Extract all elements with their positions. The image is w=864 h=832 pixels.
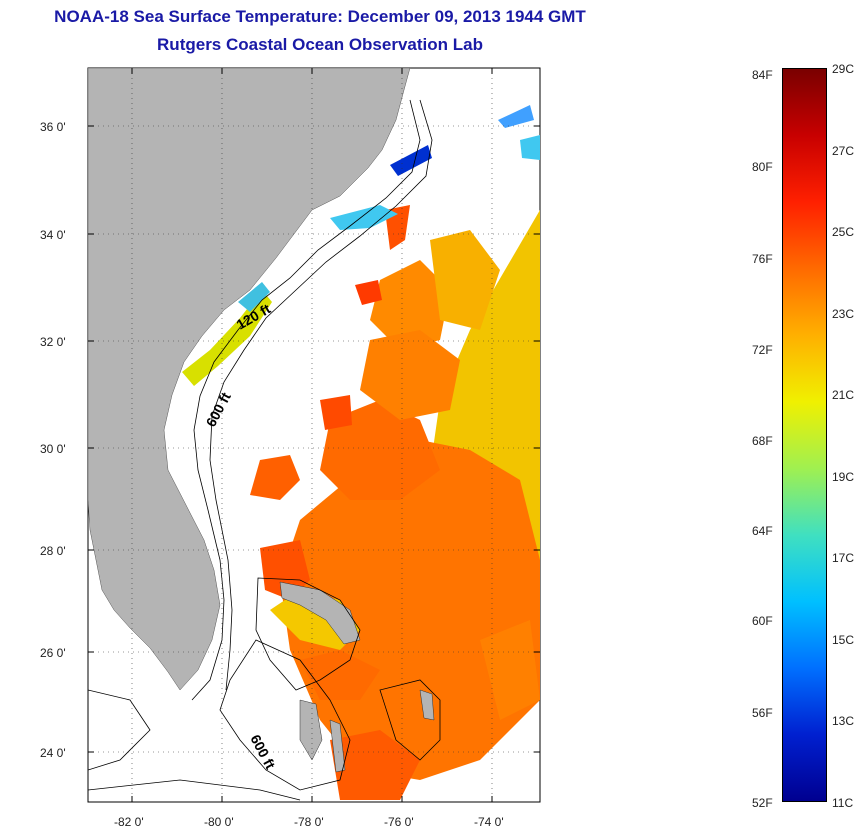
colorbar-f-label: 56F <box>752 706 773 720</box>
lon-label: -76 0' <box>384 815 414 829</box>
map-title: NOAA-18 Sea Surface Temperature: Decembe… <box>54 7 586 26</box>
lon-label: -78 0' <box>294 815 324 829</box>
lat-label: 32 0' <box>40 335 66 349</box>
colorbar-f-label: 64F <box>752 524 773 538</box>
bahamas-islands <box>279 581 435 773</box>
isobaths <box>88 99 441 801</box>
colorbar-c-label: 17C <box>832 551 855 565</box>
lat-label: 36 0' <box>40 120 66 134</box>
colorbar-f-label: 76F <box>752 252 773 266</box>
sst-field <box>250 205 540 800</box>
colorbar-f-label: 68F <box>752 434 773 448</box>
colorbar-f-label: 80F <box>752 160 773 174</box>
graticule <box>88 68 540 802</box>
colorbar-c-label: 21C <box>832 388 855 402</box>
lon-label: -82 0' <box>114 815 144 829</box>
map-subtitle: Rutgers Coastal Ocean Observation Lab <box>157 35 483 54</box>
colorbar-c-label: 15C <box>832 633 855 647</box>
lat-label: 26 0' <box>40 646 66 660</box>
colorbar-f-label: 84F <box>752 68 773 82</box>
axis-ticks <box>88 68 540 802</box>
colorbar <box>782 68 827 802</box>
colorbar-c-label: 25C <box>832 225 855 239</box>
colorbar-f-label: 52F <box>752 796 773 810</box>
colorbar-c-label: 11C <box>832 796 854 810</box>
lon-label: -74 0' <box>474 815 504 829</box>
colorbar-f-label: 72F <box>752 343 773 357</box>
colorbar-c-label: 29C <box>832 62 855 76</box>
colorbar-c-label: 19C <box>832 470 855 484</box>
colorbar-f-label: 60F <box>752 614 773 628</box>
lon-label: -80 0' <box>204 815 234 829</box>
cool-nearshore-band <box>182 105 540 386</box>
colorbar-c-label: 13C <box>832 714 855 728</box>
colorbar-c-label: 27C <box>832 144 855 158</box>
colorbar-c-label: 23C <box>832 307 855 321</box>
lat-label: 34 0' <box>40 228 66 242</box>
lat-label: 28 0' <box>40 544 66 558</box>
lat-label: 24 0' <box>40 746 66 760</box>
lat-label: 30 0' <box>40 442 66 456</box>
land-mass <box>88 68 411 691</box>
